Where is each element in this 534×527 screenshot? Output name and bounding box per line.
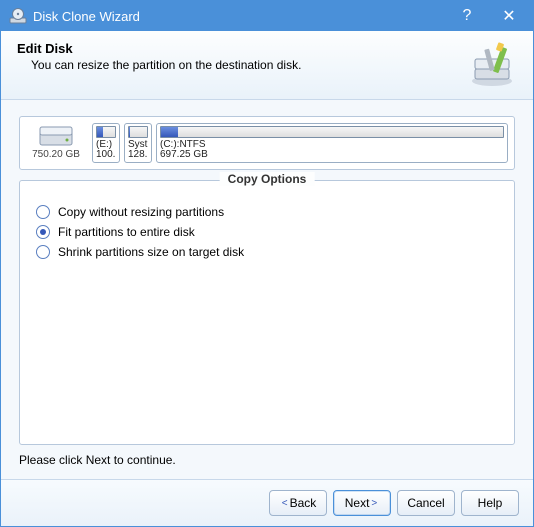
hdd-icon [39,126,73,148]
titlebar: Disk Clone Wizard ? ✕ [1,1,533,31]
titlebar-buttons: ? ✕ [447,2,529,30]
partition-usage-bar [160,126,504,138]
partition-size: 100. [96,150,116,160]
wizard-header-text: Edit Disk You can resize the partition o… [17,41,467,89]
chevron-right-icon: > [371,498,377,509]
app-icon [9,7,27,25]
copy-option-0[interactable]: Copy without resizing partitions [36,205,498,219]
help-button-footer[interactable]: Help [461,490,519,516]
window-title: Disk Clone Wizard [33,9,447,24]
disk-partition-map: 750.20 GB (E:)100.Syst128.(C:):NTFS697.2… [19,116,515,170]
cancel-button[interactable]: Cancel [397,490,455,516]
disk-summary: 750.20 GB [26,126,86,160]
wizard-footer: < Back Next > Cancel Help [1,479,533,526]
wizard-hint: Please click Next to continue. [19,445,515,471]
chevron-left-icon: < [282,498,288,509]
copy-option-1[interactable]: Fit partitions to entire disk [36,225,498,239]
back-button-label: Back [290,496,317,510]
copy-option-label: Shrink partitions size on target disk [58,245,244,259]
cancel-button-label: Cancel [407,496,444,510]
next-button[interactable]: Next > [333,490,391,516]
wizard-header: Edit Disk You can resize the partition o… [1,31,533,100]
copy-options-list: Copy without resizing partitions Fit part… [20,181,514,283]
copy-option-label: Fit partitions to entire disk [58,225,195,239]
partition-1[interactable]: Syst128. [124,123,152,163]
partition-size: 697.25 GB [160,150,504,160]
close-button[interactable]: ✕ [489,2,529,30]
wizard-content: 750.20 GB (E:)100.Syst128.(C:):NTFS697.2… [1,100,533,479]
disk-clone-wizard-window: Disk Clone Wizard ? ✕ Edit Disk You can … [0,0,534,527]
partition-usage-bar [96,126,116,138]
partition-0[interactable]: (E:)100. [92,123,120,163]
partition-name: (E:) [96,140,116,150]
partition-name: Syst [128,140,148,150]
radio-icon [36,245,50,259]
partition-usage-fill [129,127,130,137]
help-button[interactable]: ? [447,2,487,30]
copy-options-panel: Copy Options Copy without resizing parti… [19,180,515,445]
partitions-container: (E:)100.Syst128.(C:):NTFS697.25 GB [92,123,508,163]
copy-options-title: Copy Options [220,172,315,186]
radio-icon [36,225,50,239]
partition-2[interactable]: (C:):NTFS697.25 GB [156,123,508,163]
partition-usage-fill [161,127,178,137]
copy-option-2[interactable]: Shrink partitions size on target disk [36,245,498,259]
wizard-icon [467,41,517,89]
back-button[interactable]: < Back [269,490,327,516]
page-subtitle: You can resize the partition on the dest… [31,58,467,72]
disk-total-size: 750.20 GB [26,149,86,160]
page-title: Edit Disk [17,41,467,56]
partition-usage-bar [128,126,148,138]
partition-usage-fill [97,127,103,137]
help-button-label: Help [478,496,503,510]
copy-option-label: Copy without resizing partitions [58,205,224,219]
radio-icon [36,205,50,219]
partition-name: (C:):NTFS [160,140,504,150]
partition-size: 128. [128,150,148,160]
next-button-label: Next [345,496,370,510]
